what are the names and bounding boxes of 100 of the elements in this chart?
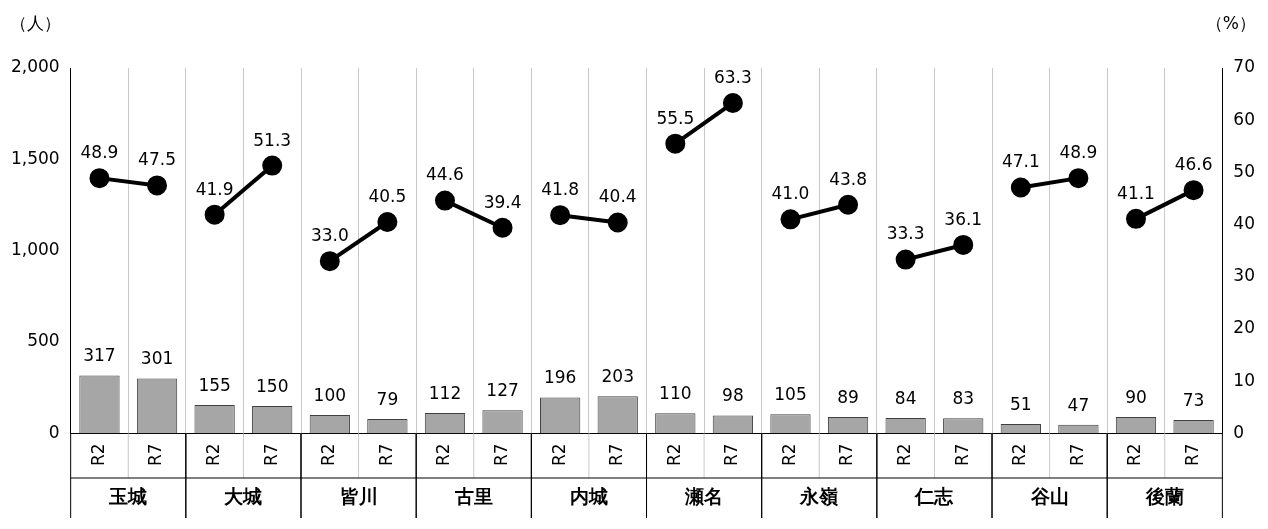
data-label: 47.1 [1001,151,1040,172]
x-tick-label: R2 [663,443,684,467]
text: 玉城 [108,484,148,507]
y2-tick-label: 60 [1233,108,1256,129]
data-label: 100 [313,385,347,406]
data-label: 41.1 [1117,182,1155,203]
text: 谷山 [1029,484,1069,507]
text: 皆川 [339,484,378,507]
data-label: 105 [774,384,807,405]
data-label: 43.8 [829,168,867,189]
text: 内城 [569,484,608,507]
point [953,234,974,255]
y2-axis-title: （%） [1205,12,1256,35]
data-label: 40.5 [368,185,407,206]
x-tick-label: R7 [951,443,972,467]
data-label: 33.3 [886,223,925,244]
point [895,249,916,270]
x-tick-label: R7 [490,443,511,467]
y-tick-label: 0 [48,421,60,442]
x-tick-label: R7 [721,443,742,467]
text: 仁志 [914,484,955,507]
data-label: 63.3 [713,66,752,87]
data-label: 203 [601,366,634,387]
data-label: 41.8 [541,179,580,200]
data-label: 73 [1182,389,1205,410]
data-label: 48.9 [80,142,119,163]
data-label: 317 [83,345,116,366]
data-label: 98 [722,385,744,406]
data-label: 40.4 [598,186,637,207]
data-label: 44.6 [426,164,464,185]
data-label: 47 [1067,394,1090,415]
data-label: 79 [376,388,399,409]
point [262,155,283,176]
x-tick-label: R2 [318,443,339,467]
data-label: 301 [140,348,174,369]
point [607,212,628,233]
data-label: 46.6 [1174,154,1213,175]
data-label: 112 [428,382,462,403]
x-tick-label: R7 [1182,443,1202,467]
x-tick-label: R2 [778,443,799,467]
point [434,190,455,211]
point [838,194,859,215]
x-tick-label: R2 [433,443,454,467]
point [147,175,168,196]
y-axis-title: （人） [10,12,61,35]
data-label: 110 [659,383,692,404]
data-label: 127 [486,380,519,401]
x-tick-label: R7 [606,443,627,467]
x-tick-label: R7 [260,443,281,467]
data-label: 90 [1125,386,1147,407]
point [665,133,686,154]
data-label: 33.0 [310,225,349,246]
x-tick-label: R7 [1066,443,1087,467]
point [780,209,801,230]
data-label: 55.5 [656,107,695,128]
x-tick-label: R7 [375,443,396,467]
data-label: 89 [837,387,859,408]
y2-tick-label: 40 [1233,213,1256,234]
data-label: 83 [952,388,975,409]
x-tick-label: R2 [548,443,569,467]
y-tick-label: 500 [27,330,60,351]
x-tick-label: R7 [145,443,166,467]
point [319,251,340,272]
data-label: 84 [894,387,917,408]
y-tick-label: 1,500 [11,147,60,168]
point [89,168,110,189]
point [204,204,225,225]
data-label: 36.1 [944,208,983,229]
point [1010,177,1031,198]
text: 永嶺 [799,484,839,507]
x-tick-label: R2 [894,443,915,467]
data-label: 47.5 [138,149,176,170]
x-tick-label: R2 [1009,443,1030,467]
point [722,92,743,113]
y-tick-label: 2,000 [11,56,60,77]
y2-tick-label: 0 [1233,421,1245,442]
text: 古里 [453,484,493,507]
y2-tick-label: 10 [1233,369,1256,390]
data-label: 39.4 [483,191,522,212]
point [1068,168,1089,189]
point [1183,180,1204,201]
y2-tick-label: 70 [1233,56,1256,77]
x-tick-label: R2 [1124,443,1145,467]
x-tick-label: R7 [836,443,857,467]
point [377,211,398,232]
text: 大城 [224,484,263,507]
data-label: 155 [198,374,231,395]
data-label: 196 [543,367,577,388]
x-tick-label: R2 [203,443,224,467]
text: 後蘭 [1144,484,1184,507]
data-label: 41.0 [771,183,810,204]
data-label: 150 [255,375,289,396]
y2-tick-label: 30 [1233,265,1256,286]
point [492,217,513,238]
data-label: 41.9 [195,178,234,199]
point [550,205,571,226]
data-label: 48.9 [1059,142,1098,163]
data-label: 51 [1010,393,1032,414]
y2-tick-label: 50 [1233,160,1256,181]
data-label: 51.3 [253,129,292,150]
